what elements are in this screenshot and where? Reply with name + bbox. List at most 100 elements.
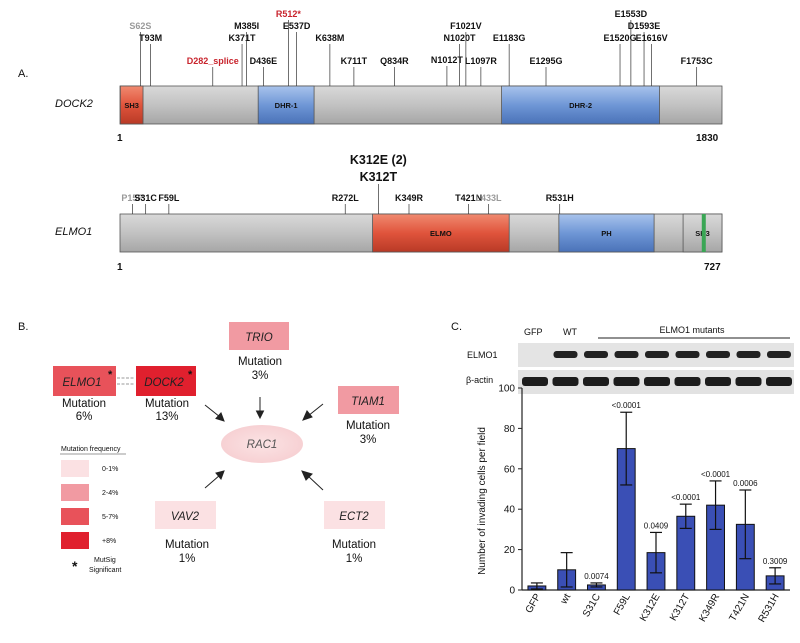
legend-star-note-2: Significant bbox=[89, 567, 121, 574]
elmo1-band bbox=[767, 351, 791, 358]
elmo1-mutation-k312e-2: K312E (2) bbox=[350, 153, 407, 167]
elmo1-band bbox=[736, 351, 761, 358]
rac1-node bbox=[221, 425, 303, 463]
elmo1-band bbox=[645, 351, 669, 358]
p-value-r531h: 0.3009 bbox=[763, 557, 788, 566]
ect2-mutation-word: Mutation bbox=[332, 539, 376, 551]
dock2-gene-name: DOCK2 bbox=[55, 98, 93, 110]
dock2-mutation-l1097r: L1097R bbox=[465, 56, 498, 66]
lane-wt-label: WT bbox=[563, 327, 577, 337]
elmo1-domain-elmo bbox=[372, 213, 510, 253]
dock2-mutation-e537d: E537D bbox=[283, 21, 311, 31]
actin-band bbox=[522, 377, 548, 386]
elmo1-band bbox=[553, 351, 578, 358]
y-axis-label: Number of invading cells per field bbox=[477, 427, 488, 575]
dock2-mutation-d282-splice: D282_splice bbox=[187, 56, 239, 66]
legend-star-note-1: MutSig bbox=[94, 557, 116, 564]
dock2-mutation-e1616v: E1616V bbox=[636, 33, 668, 43]
trio-node bbox=[229, 322, 289, 350]
elmo1-node-label: ELMO1 bbox=[63, 377, 102, 389]
actin-band bbox=[705, 377, 731, 386]
vav2-node-label: VAV2 bbox=[171, 511, 200, 523]
western-blot: GFP WT ELMO1 mutants ELMO1 β-actin bbox=[466, 325, 794, 394]
elmo1-end: 727 bbox=[704, 262, 721, 273]
legend-star-symbol: * bbox=[72, 558, 78, 574]
y-tick-label: 100 bbox=[498, 384, 515, 395]
dock2-node-label: DOCK2 bbox=[144, 377, 184, 389]
dock2-mutation-r512: R512* bbox=[276, 9, 302, 19]
vav2-mutation-word: Mutation bbox=[165, 539, 209, 551]
dock2-mutation-n1020t: N1020T bbox=[444, 33, 477, 43]
x-tick-label-f59l: F59L bbox=[612, 592, 633, 618]
elmo1-domain-ph bbox=[558, 213, 655, 253]
dock2-mutation-n1012t: N1012T bbox=[431, 55, 464, 65]
legend-swatch-1 bbox=[61, 484, 89, 501]
elmo1-mutation-pct: 6% bbox=[76, 411, 93, 423]
blot-row-actin: β-actin bbox=[466, 375, 493, 385]
y-tick-label: 40 bbox=[504, 505, 516, 516]
y-tick-label: 60 bbox=[504, 464, 516, 475]
dock2-mutation-k711t: K711T bbox=[341, 56, 368, 66]
p-value-k312t: <0.0001 bbox=[671, 493, 701, 502]
actin-band bbox=[644, 377, 670, 386]
elmo1-mutation-k312t: K312T bbox=[360, 170, 398, 184]
p-value-f59l: <0.0001 bbox=[612, 401, 642, 410]
dock2-mutation-e1553d: E1553D bbox=[615, 9, 648, 19]
dock2-domain-sh3 bbox=[119, 85, 144, 125]
dock2-mutation-f1021v: F1021V bbox=[450, 21, 482, 31]
vav2-mutation-pct: 1% bbox=[179, 553, 196, 565]
ect2-node bbox=[324, 501, 385, 529]
rac1-label: RAC1 bbox=[247, 439, 278, 451]
dock2-diagram: DOCK2 SH3 DHR-1 DHR-2 S62S T93M D282_splice K… bbox=[55, 9, 723, 144]
tiam1-mutation-pct: 3% bbox=[360, 434, 377, 446]
trio-mutation-word: Mutation bbox=[238, 356, 282, 368]
dock2-mutation-f1753c: F1753C bbox=[681, 56, 714, 66]
x-tick-label-gfp: GFP bbox=[524, 592, 544, 616]
dock2-mutation-e1183g: E1183G bbox=[493, 33, 526, 43]
dock2-mutation-q834r: Q834R bbox=[380, 56, 409, 66]
vav2-node bbox=[155, 501, 216, 529]
elmo1-mutation-f59l: F59L bbox=[158, 193, 180, 203]
legend-label-2: 5-7% bbox=[102, 514, 118, 521]
x-tick-label-t421n: T421N bbox=[727, 592, 752, 623]
blot-row-elmo1: ELMO1 bbox=[467, 350, 498, 360]
elmo1-band bbox=[706, 351, 730, 358]
dock2-mutation-e1295g: E1295G bbox=[529, 56, 562, 66]
tiam1-node bbox=[338, 386, 399, 414]
dock2-node bbox=[136, 366, 196, 396]
dock2-mutation-t93m: T93M bbox=[139, 33, 162, 43]
trio-mutation-pct: 3% bbox=[252, 370, 269, 382]
elmo1-diagram: ELMO1 ELMOPHSH3 P15PS31CF59LR272LK312TK3… bbox=[55, 153, 723, 273]
legend-swatch-3 bbox=[61, 532, 89, 549]
dock2-mutation-s62s: S62S bbox=[129, 21, 151, 31]
dock2-mutation-e1520g: E1520G bbox=[604, 33, 637, 43]
elmo1-mutation-word: Mutation bbox=[62, 398, 106, 410]
elmo1-mutation-t421n: T421N bbox=[455, 193, 482, 203]
legend-swatch-2 bbox=[61, 508, 89, 525]
network-arrows bbox=[204, 397, 324, 491]
dock2-start: 1 bbox=[117, 133, 123, 144]
elmo1-node bbox=[53, 366, 116, 396]
x-tick-label-r531h: R531H bbox=[757, 592, 782, 624]
x-tick-label-k312e: K312E bbox=[638, 592, 663, 624]
panel-b-label: B. bbox=[18, 321, 28, 333]
dock2-mutation-d436e: D436E bbox=[250, 56, 278, 66]
elmo1-mutation-r531h: R531H bbox=[546, 193, 574, 203]
elmo1-sh3-stripe bbox=[701, 214, 706, 252]
ect2-node-label: ECT2 bbox=[339, 511, 369, 523]
actin-band bbox=[674, 377, 701, 386]
rac1-network: RAC1 ELMO1 * Mutation 6% DOCK2 * Mutatio… bbox=[53, 322, 399, 565]
legend-title: Mutation frequency bbox=[61, 446, 121, 453]
dock2-domain-dhr-2 bbox=[501, 85, 660, 125]
elmo1-domain-label-ph: PH bbox=[601, 229, 611, 238]
elmo1-band bbox=[675, 351, 700, 358]
mutation-frequency-legend: Mutation frequency 0-1% 2-4% 5-7% +8% * … bbox=[60, 446, 126, 574]
mutants-label: ELMO1 mutants bbox=[659, 325, 725, 335]
actin-band bbox=[613, 377, 640, 386]
elmo1-mutation-r272l: R272L bbox=[332, 193, 360, 203]
p-value-k312e: 0.0409 bbox=[644, 521, 669, 530]
panel-a-label: A. bbox=[18, 68, 28, 80]
y-tick-label: 80 bbox=[504, 424, 516, 435]
legend-label-1: 2-4% bbox=[102, 490, 118, 497]
